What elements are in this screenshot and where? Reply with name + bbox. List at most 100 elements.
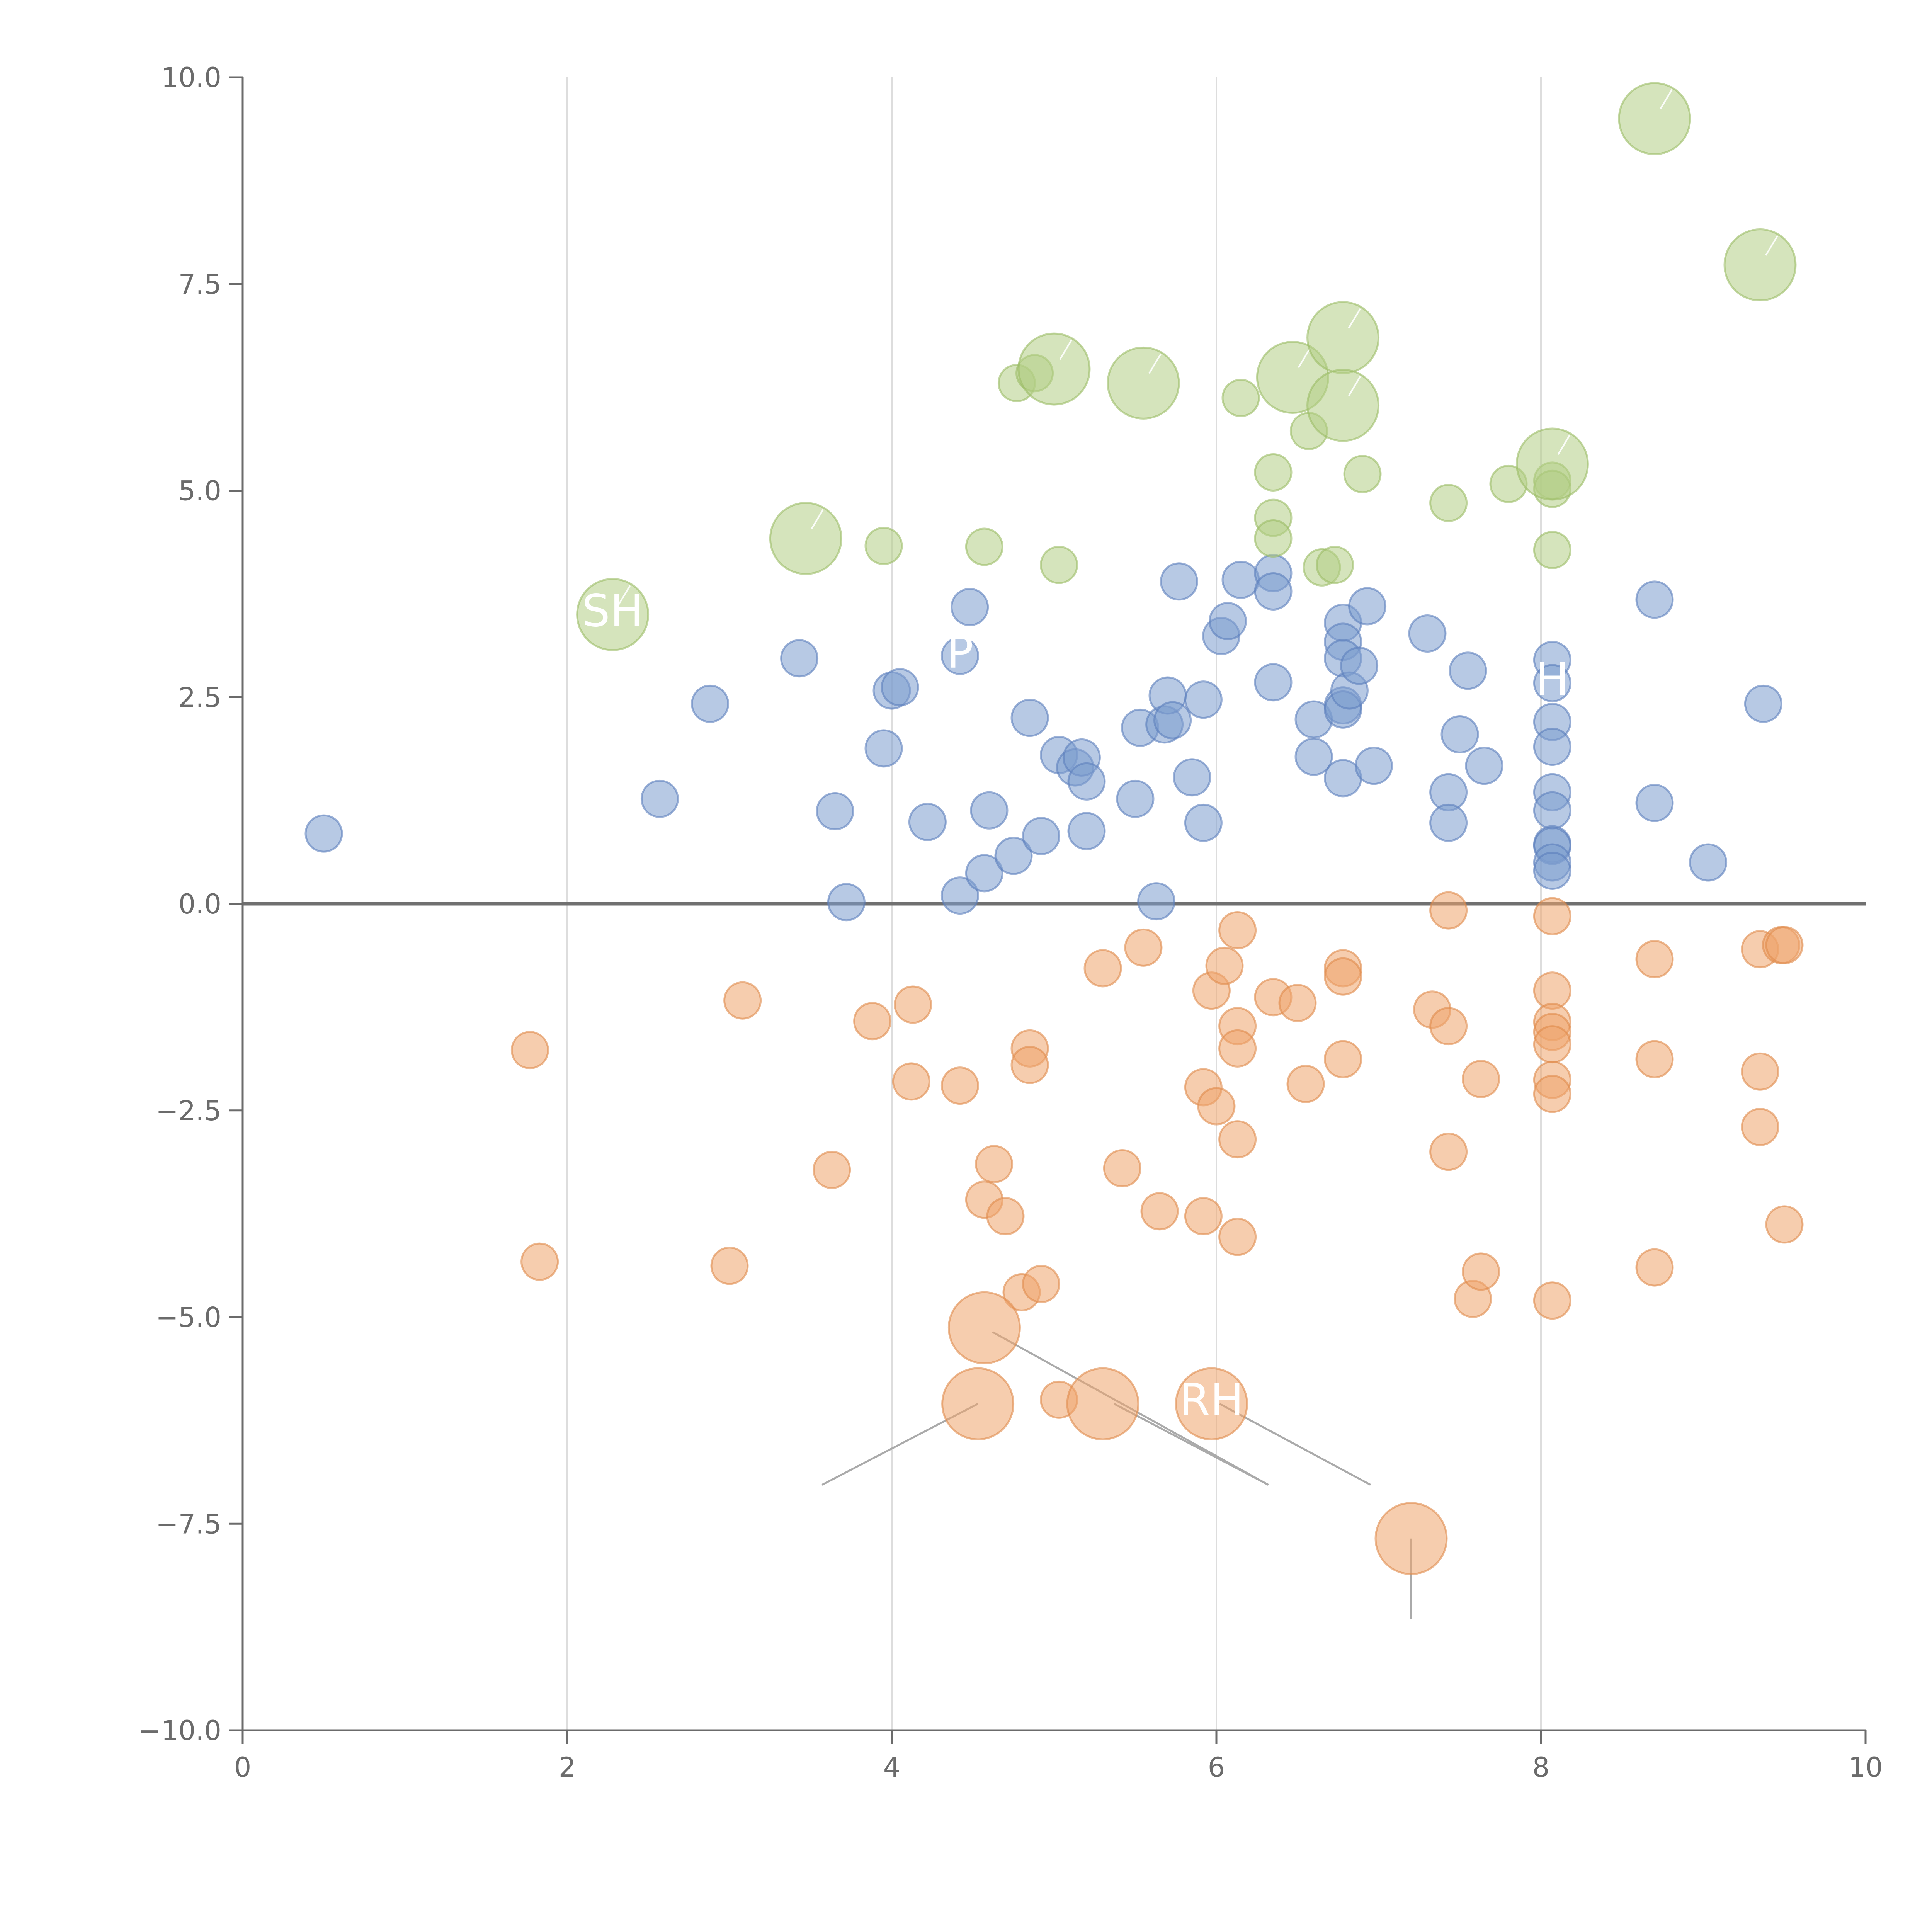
orange-large-point-0 — [947, 1291, 1021, 1364]
orange-point-26 — [1218, 911, 1257, 949]
blue-point-3 — [780, 639, 819, 678]
blue-point-6 — [864, 729, 903, 768]
green-large-point-5 — [1306, 301, 1380, 374]
orange-point-11 — [986, 1197, 1025, 1236]
orange-point-53 — [1635, 1040, 1674, 1078]
orange-point-48 — [1533, 1025, 1571, 1064]
orange-point-35 — [1324, 957, 1362, 996]
green-point-12 — [1343, 455, 1382, 493]
orange-point-20 — [1140, 1192, 1179, 1231]
orange-point-28 — [1218, 1029, 1257, 1068]
orange-point-57 — [1741, 1108, 1779, 1146]
orange-point-15 — [1022, 1265, 1060, 1303]
blue-point-14 — [970, 791, 1009, 830]
blue-point-30 — [1173, 758, 1211, 797]
blue-point-66 — [1533, 851, 1571, 890]
orange-large-point-3 — [1175, 1367, 1248, 1440]
blue-point-58 — [1533, 664, 1571, 702]
blue-point-32 — [1184, 803, 1223, 842]
blue-point-35 — [1221, 561, 1260, 599]
orange-point-8 — [940, 1066, 979, 1105]
blue-point-53 — [1429, 803, 1468, 842]
green-point-1 — [965, 527, 1003, 566]
orange-point-59 — [1765, 926, 1804, 964]
blue-point-29 — [1160, 562, 1198, 601]
green-large-mark-6 — [1348, 376, 1361, 396]
orange-point-0 — [510, 1031, 549, 1070]
blue-point-50 — [1354, 747, 1393, 785]
orange-point-1 — [520, 1242, 559, 1281]
point-label-2: H — [1536, 654, 1569, 706]
blue-point-48 — [1340, 646, 1379, 685]
blue-point-23 — [1116, 779, 1155, 818]
green-large-mark-5 — [1348, 308, 1361, 328]
orange-point-54 — [1635, 1248, 1674, 1287]
point-label-1: P — [947, 626, 973, 678]
blue-point-31 — [1184, 680, 1223, 719]
data-points — [304, 82, 1804, 1575]
green-point-5 — [1221, 379, 1260, 417]
blue-point-69 — [1689, 843, 1728, 882]
orange-point-4 — [813, 1151, 851, 1189]
orange-point-2 — [710, 1247, 749, 1285]
x-tick-label-5: 10 — [1848, 1752, 1883, 1783]
blue-point-38 — [1254, 663, 1293, 702]
x-tick-label-3: 6 — [1208, 1752, 1225, 1783]
blue-point-40 — [1294, 737, 1333, 776]
orange-point-39 — [1429, 1007, 1468, 1046]
blue-point-22 — [1067, 812, 1106, 850]
green-large-point-3 — [1107, 346, 1180, 420]
green-point-13 — [1429, 484, 1468, 522]
blue-point-62 — [1533, 791, 1571, 830]
x-tick-label-0: 0 — [234, 1752, 252, 1783]
blue-point-16 — [1010, 699, 1049, 737]
y-tick-label-1: −7.5 — [156, 1508, 221, 1540]
orange-point-52 — [1635, 940, 1674, 978]
blue-point-28 — [1153, 701, 1192, 740]
orange-point-22 — [1184, 1197, 1223, 1236]
blue-point-1 — [640, 779, 679, 818]
y-tick-label-2: −5.0 — [156, 1302, 221, 1333]
orange-point-10 — [975, 1145, 1014, 1184]
green-large-mark-0 — [617, 585, 631, 605]
orange-point-42 — [1462, 1060, 1500, 1098]
green-large-mark-2 — [1059, 340, 1072, 360]
blue-point-0 — [304, 814, 343, 853]
orange-point-43 — [1462, 1252, 1500, 1291]
orange-point-38 — [1429, 891, 1468, 930]
green-large-point-9 — [1723, 228, 1797, 302]
blue-point-2 — [691, 684, 730, 723]
orange-point-60 — [1765, 1205, 1804, 1244]
blue-point-17 — [1022, 817, 1060, 855]
green-point-17 — [1533, 531, 1571, 570]
orange-point-25 — [1205, 946, 1244, 985]
point-label-0: SH — [582, 585, 643, 637]
green-point-0 — [864, 527, 903, 565]
green-large-mark-8 — [1660, 89, 1673, 109]
orange-point-18 — [1103, 1149, 1141, 1187]
blue-point-56 — [1465, 747, 1503, 785]
orange-point-32 — [1278, 984, 1317, 1022]
orange-point-24 — [1197, 1087, 1236, 1126]
y-tick-label-8: 10.0 — [161, 62, 221, 94]
y-tick-label-7: 7.5 — [179, 269, 221, 300]
blue-point-55 — [1449, 651, 1487, 690]
orange-point-33 — [1286, 1065, 1325, 1103]
green-large-mark-3 — [1148, 354, 1162, 374]
point-labels: SH P H RH — [582, 585, 1569, 1426]
green-point-6 — [1254, 453, 1293, 492]
y-tick-label-5: 2.5 — [179, 682, 221, 713]
blue-point-15 — [994, 837, 1033, 875]
blue-point-25 — [1137, 882, 1176, 921]
green-large-point-2 — [1017, 332, 1091, 406]
blue-point-54 — [1440, 715, 1479, 754]
green-point-8 — [1254, 519, 1293, 558]
blue-point-37 — [1254, 572, 1293, 611]
blue-point-70 — [1744, 684, 1782, 723]
blue-point-4 — [816, 792, 854, 830]
green-large-point-0 — [576, 578, 650, 651]
orange-point-5 — [853, 1002, 892, 1041]
green-large-point-1 — [769, 502, 842, 575]
blue-point-5 — [827, 883, 866, 922]
blue-point-10 — [940, 636, 979, 675]
